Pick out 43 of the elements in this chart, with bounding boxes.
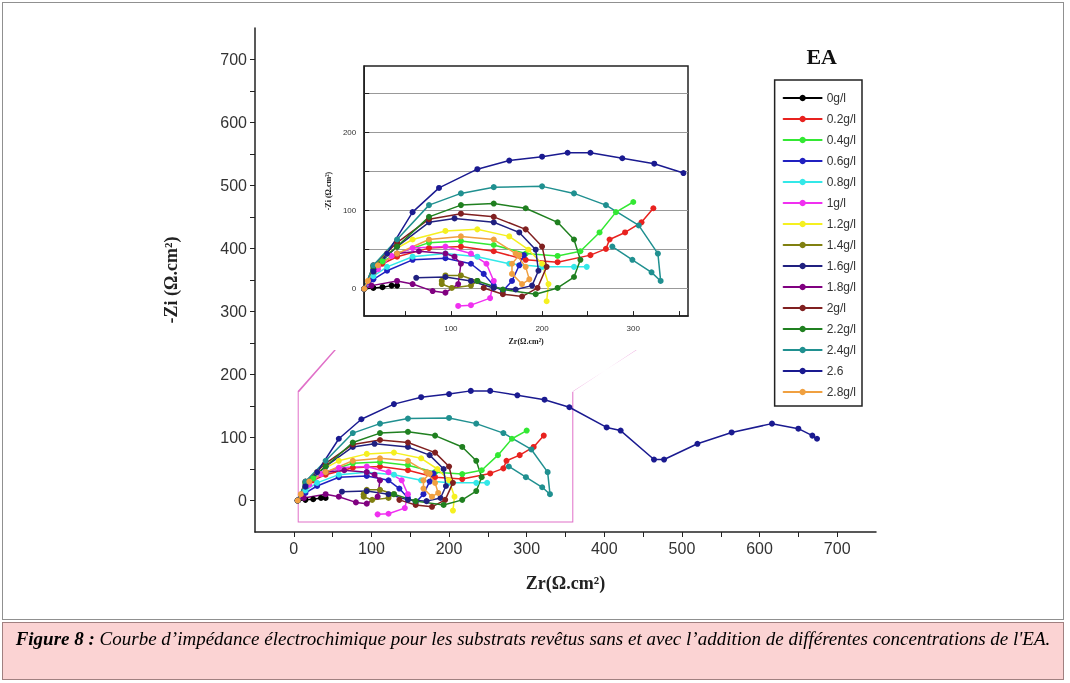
y-tick-label: 300 <box>220 303 248 320</box>
legend-label: 0.8g/l <box>826 175 856 189</box>
legend-label: 1.6g/l <box>826 259 856 273</box>
legend-label: 2g/l <box>826 301 846 315</box>
x-axis-title: Zr(Ω.cm²) <box>525 573 606 594</box>
x-tick-label: 600 <box>746 539 774 557</box>
x-tick-label: 300 <box>513 539 541 557</box>
x-tick-label: 500 <box>668 539 696 557</box>
legend-label: 1g/l <box>826 196 846 210</box>
x-tick-label: 700 <box>823 539 851 557</box>
x-tick-label: 100 <box>444 323 459 333</box>
x-tick-label: 100 <box>358 539 385 557</box>
x-tick-label: 200 <box>535 323 550 333</box>
caption: Figure 8 : Courbe d’impédance électrochimique pour les substrats revêtus sans et avec l’addition de différentes concentrations de l'EA. <box>14 627 1052 651</box>
legend-label: 1.2g/l <box>826 217 856 231</box>
legend-label: 2.4g/l <box>826 343 856 357</box>
legend-label: 0.6g/l <box>826 154 856 168</box>
y-axis-title: -Zi (Ω.cm²) <box>161 236 182 324</box>
y-tick-label: 500 <box>220 177 248 194</box>
y-tick-label: 600 <box>220 114 248 131</box>
legend-label: 0.4g/l <box>826 133 856 147</box>
x-axis-title: Zr(Ω.cm²) <box>508 336 545 346</box>
y-tick-label: 400 <box>220 240 248 257</box>
legend-label: 1.4g/l <box>826 238 856 252</box>
legend-label: 2.2g/l <box>826 322 856 336</box>
x-tick-label: 200 <box>435 539 463 557</box>
x-tick-label: 0 <box>289 539 299 557</box>
legend-title: EA <box>806 43 838 69</box>
y-tick-label: 100 <box>342 206 357 216</box>
y-axis-title: -Zi (Ω.cm²) <box>323 171 333 211</box>
y-tick-label: 100 <box>220 429 248 446</box>
legend-label: 0.2g/l <box>826 112 856 126</box>
y-tick-label: 700 <box>220 51 248 68</box>
y-tick-label: 200 <box>220 366 248 383</box>
legend-label: 2.8g/l <box>826 385 856 399</box>
y-tick-label: 0 <box>238 492 248 509</box>
x-tick-label: 300 <box>626 323 641 333</box>
legend-label: 1.8g/l <box>826 280 856 294</box>
x-tick-label: 400 <box>590 539 618 557</box>
legend-label: 0g/l <box>826 91 846 105</box>
legend-label: 2.6 <box>826 364 844 378</box>
y-tick-label: 200 <box>342 127 357 137</box>
y-tick-label: 0 <box>351 284 357 294</box>
